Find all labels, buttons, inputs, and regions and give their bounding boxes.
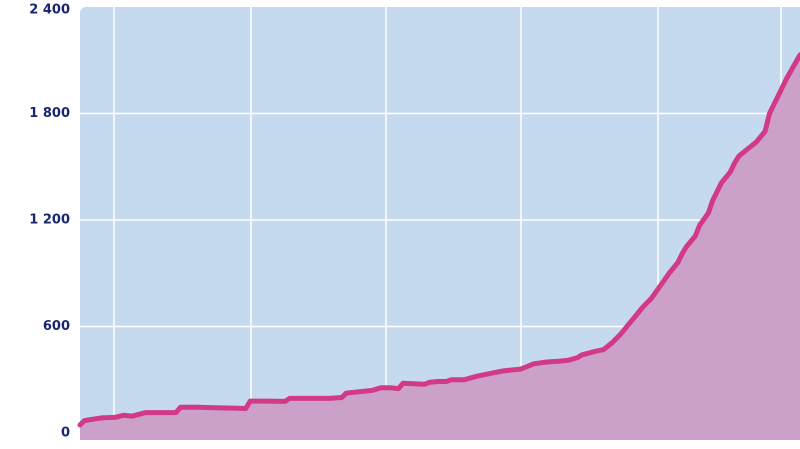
series-layer [77, 52, 800, 441]
plot-background [80, 7, 800, 437]
series-area-fill [80, 54, 800, 441]
y-tick-label: 1 200 [29, 213, 70, 228]
y-tick-label: 0 [61, 426, 70, 441]
y-tick-label: 2 400 [29, 3, 70, 18]
y-tick-label: 600 [43, 319, 70, 334]
y-axis-tick-labels: 0 600 1 200 1 800 2 400 [29, 3, 70, 441]
series-line [77, 52, 800, 428]
y-tick-label: 1 800 [29, 106, 70, 121]
